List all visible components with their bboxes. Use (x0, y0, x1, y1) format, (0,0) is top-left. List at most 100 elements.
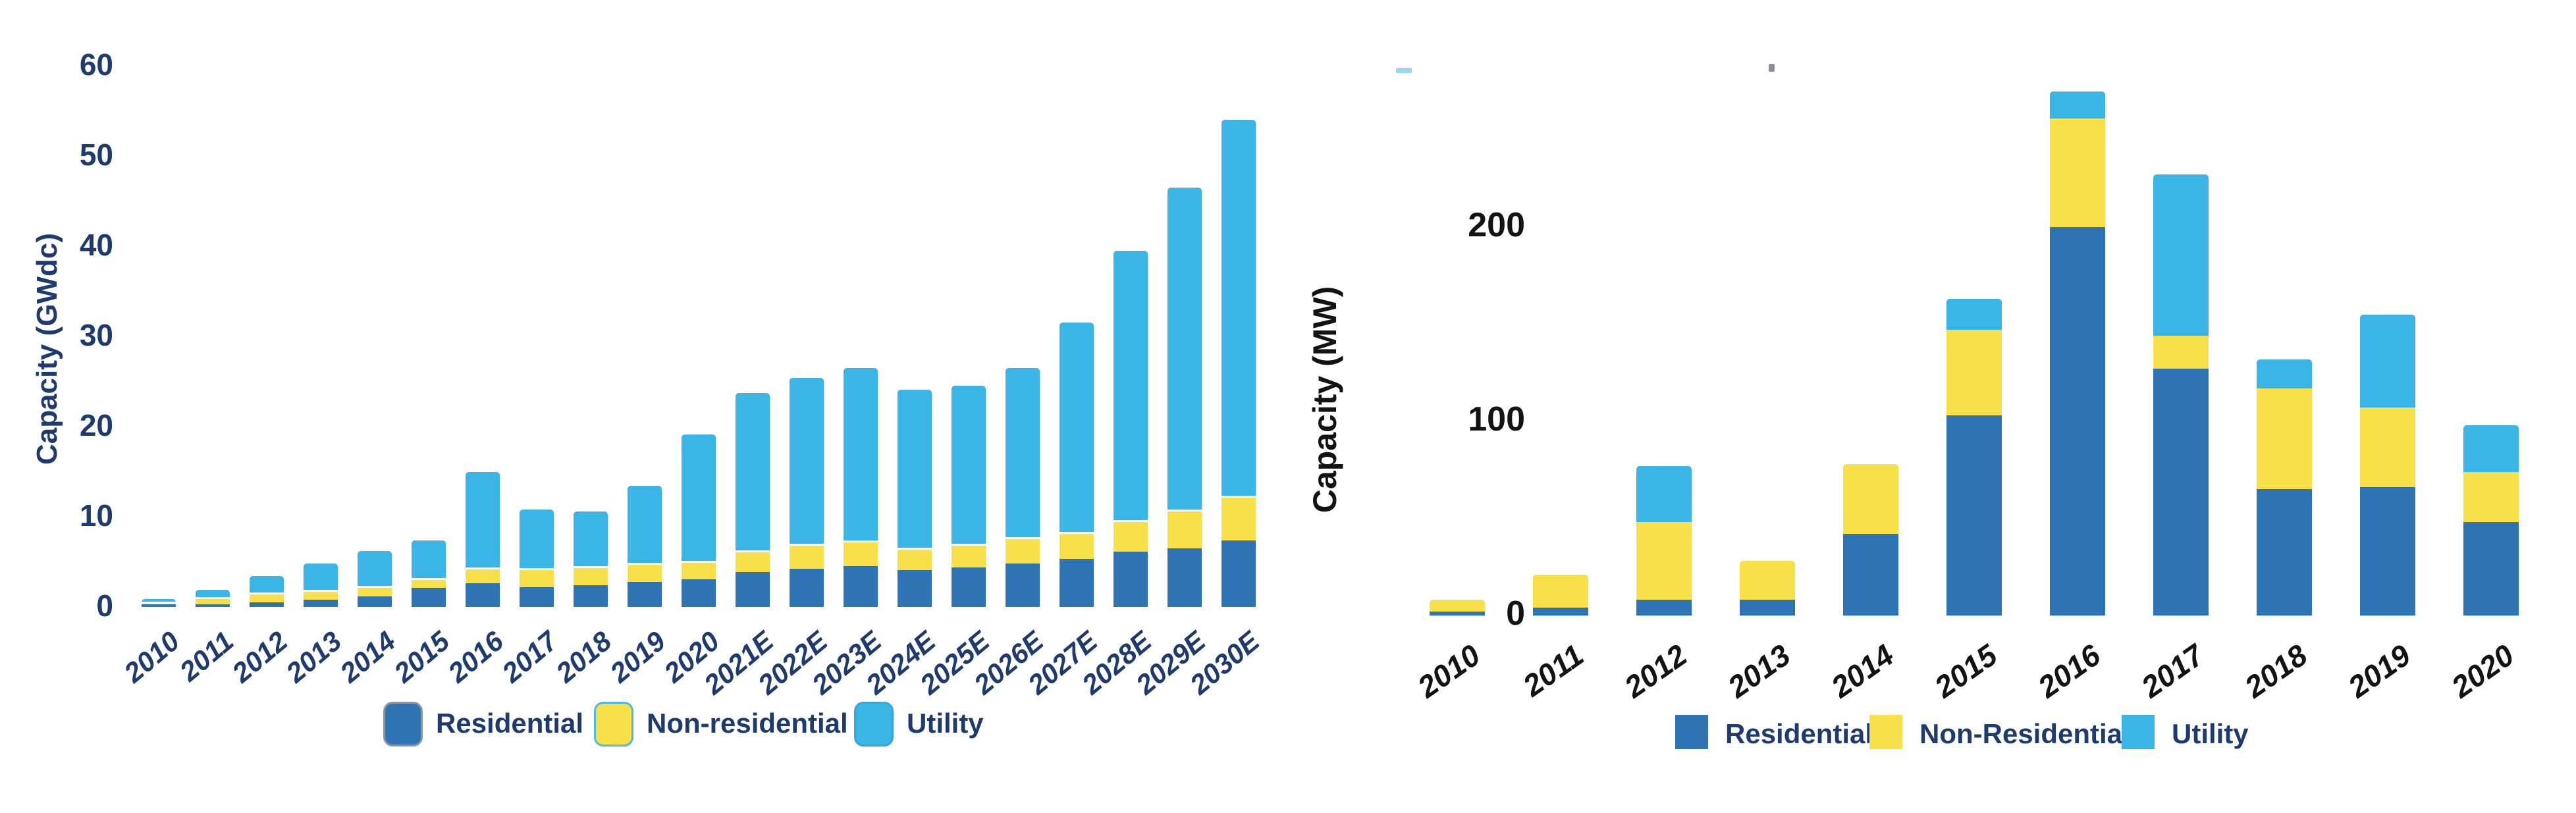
bar-2028E-residential-segment (1114, 552, 1148, 607)
legend-swatch-utility (2122, 715, 2155, 749)
bar-2016-utility-segment (466, 471, 500, 569)
bar-2012-non-residential-segment (250, 592, 284, 603)
bar-2016-non-residential-segment (466, 567, 500, 584)
bar-2012-residential-segment (1636, 600, 1692, 616)
bar-2018-non-residential-segment (2257, 388, 2312, 490)
bar-2014-non-residential-segment (1843, 463, 1898, 535)
y-tick-label-20: 20 (79, 407, 113, 442)
bar-2016-residential-segment (466, 583, 500, 607)
bar-2012-residential-segment (250, 602, 284, 607)
bar-2012-utility-segment (1636, 465, 1692, 523)
y-tick-label-100: 100 (1468, 400, 1525, 439)
bar-2015-residential-segment (1946, 415, 2002, 616)
bar-2022E-residential-segment (790, 569, 824, 607)
bar-2029E-utility-segment (1167, 187, 1202, 512)
bar-2015-utility-segment (1946, 299, 2002, 330)
legend-label-utility: Utility (2172, 718, 2249, 749)
y-tick-label-50: 50 (79, 137, 113, 172)
bar-2020-non-residential-segment (682, 561, 716, 579)
bar-2010-residential-segment (1430, 612, 1485, 616)
bar-2028E-non-residential-segment (1114, 520, 1148, 552)
bar-2013-non-residential-segment (304, 589, 338, 600)
bar-2018-utility-segment (2257, 359, 2312, 388)
bar-2021E-utility-segment (736, 393, 770, 552)
bar-2022E-utility-segment (790, 378, 824, 546)
bar-2011-residential-segment (196, 604, 230, 607)
bar-2014-residential-segment (1843, 534, 1898, 616)
bar-2017-utility-segment (520, 510, 554, 571)
bar-2012-non-residential-segment (1636, 522, 1692, 600)
bar-2020-non-residential-segment (2463, 471, 2519, 523)
bar-2025E-non-residential-segment (952, 544, 986, 567)
bar-2019-residential-segment (628, 581, 662, 607)
bar-2019-utility-segment (2360, 314, 2415, 408)
y-tick-label-60: 60 (79, 47, 113, 82)
bar-2029E-non-residential-segment (1167, 510, 1202, 548)
bar-2013-residential-segment (1740, 600, 1795, 616)
bar-2019-residential-segment (2360, 487, 2415, 616)
bar-2015-utility-segment (412, 540, 446, 581)
bar-2015-non-residential-segment (1946, 330, 2002, 416)
bar-2013-utility-segment (304, 564, 338, 592)
bar-2011-non-residential-segment (1533, 575, 1588, 608)
legend-label-residential: Residential (436, 708, 584, 739)
bar-2010-residential-segment (142, 604, 176, 607)
y-tick-label-0: 0 (96, 588, 113, 623)
bar-2012-utility-segment (250, 576, 284, 595)
bar-2018-residential-segment (574, 585, 608, 607)
bar-2013-residential-segment (304, 600, 338, 607)
bar-2027E-non-residential-segment (1060, 532, 1094, 560)
bar-2016-residential-segment (2050, 227, 2105, 616)
bar-2026E-utility-segment (1006, 367, 1040, 540)
bar-2030E-utility-segment (1221, 120, 1256, 498)
bar-2021E-residential-segment (736, 571, 770, 607)
bar-2029E-residential-segment (1167, 548, 1202, 607)
bar-2019-non-residential-segment (2360, 407, 2415, 488)
legend-swatch-residential (1675, 715, 1708, 749)
bar-2018-residential-segment (2257, 489, 2312, 616)
bar-2024E-non-residential-segment (898, 547, 932, 570)
legend-label-residential: Residential (1725, 718, 1873, 749)
legend-label-non-residential: Non-residential (647, 708, 848, 739)
bar-2013-non-residential-segment (1740, 561, 1795, 600)
bar-2017-utility-segment (2153, 174, 2209, 336)
y-tick-label-30: 30 (79, 317, 113, 352)
bar-2014-utility-segment (358, 551, 392, 589)
bar-2025E-utility-segment (952, 386, 986, 546)
bar-2019-utility-segment (628, 486, 662, 565)
bar-2020-residential-segment (2463, 522, 2519, 616)
bar-2020-residential-segment (682, 579, 716, 607)
legend-swatch-non-residential (594, 702, 633, 747)
stray-mark-2 (1769, 64, 1775, 72)
bar-2010-utility-segment (142, 598, 176, 604)
bar-2011-utility-segment (196, 589, 230, 599)
bar-2020-utility-segment (2463, 425, 2519, 472)
bar-2022E-non-residential-segment (790, 544, 824, 569)
bar-2024E-residential-segment (898, 569, 932, 607)
bar-2017-residential-segment (520, 587, 554, 607)
bar-2023E-non-residential-segment (844, 540, 878, 567)
bar-2030E-non-residential-segment (1221, 496, 1256, 540)
bar-2023E-residential-segment (844, 566, 878, 607)
y-tick-label-40: 40 (79, 227, 113, 262)
bar-2016-non-residential-segment (2050, 118, 2105, 227)
bar-2016-utility-segment (2050, 91, 2105, 118)
bar-2026E-non-residential-segment (1006, 537, 1040, 564)
bar-2020-utility-segment (682, 434, 716, 564)
bar-2015-residential-segment (412, 588, 446, 607)
bar-2024E-utility-segment (898, 389, 932, 550)
bar-2023E-utility-segment (844, 367, 878, 542)
legend-swatch-non-residential (1869, 715, 1902, 749)
bar-2025E-residential-segment (952, 567, 986, 607)
stray-mark-1 (1396, 68, 1412, 73)
bar-2011-residential-segment (1533, 608, 1588, 616)
legend-swatch-utility (854, 702, 894, 747)
bar-2027E-residential-segment (1060, 559, 1094, 607)
bar-2017-non-residential-segment (520, 568, 554, 587)
bar-2019-non-residential-segment (628, 562, 662, 582)
bar-2028E-utility-segment (1114, 250, 1148, 523)
legend-label-utility: Utility (907, 708, 984, 739)
bar-2027E-utility-segment (1060, 323, 1094, 535)
